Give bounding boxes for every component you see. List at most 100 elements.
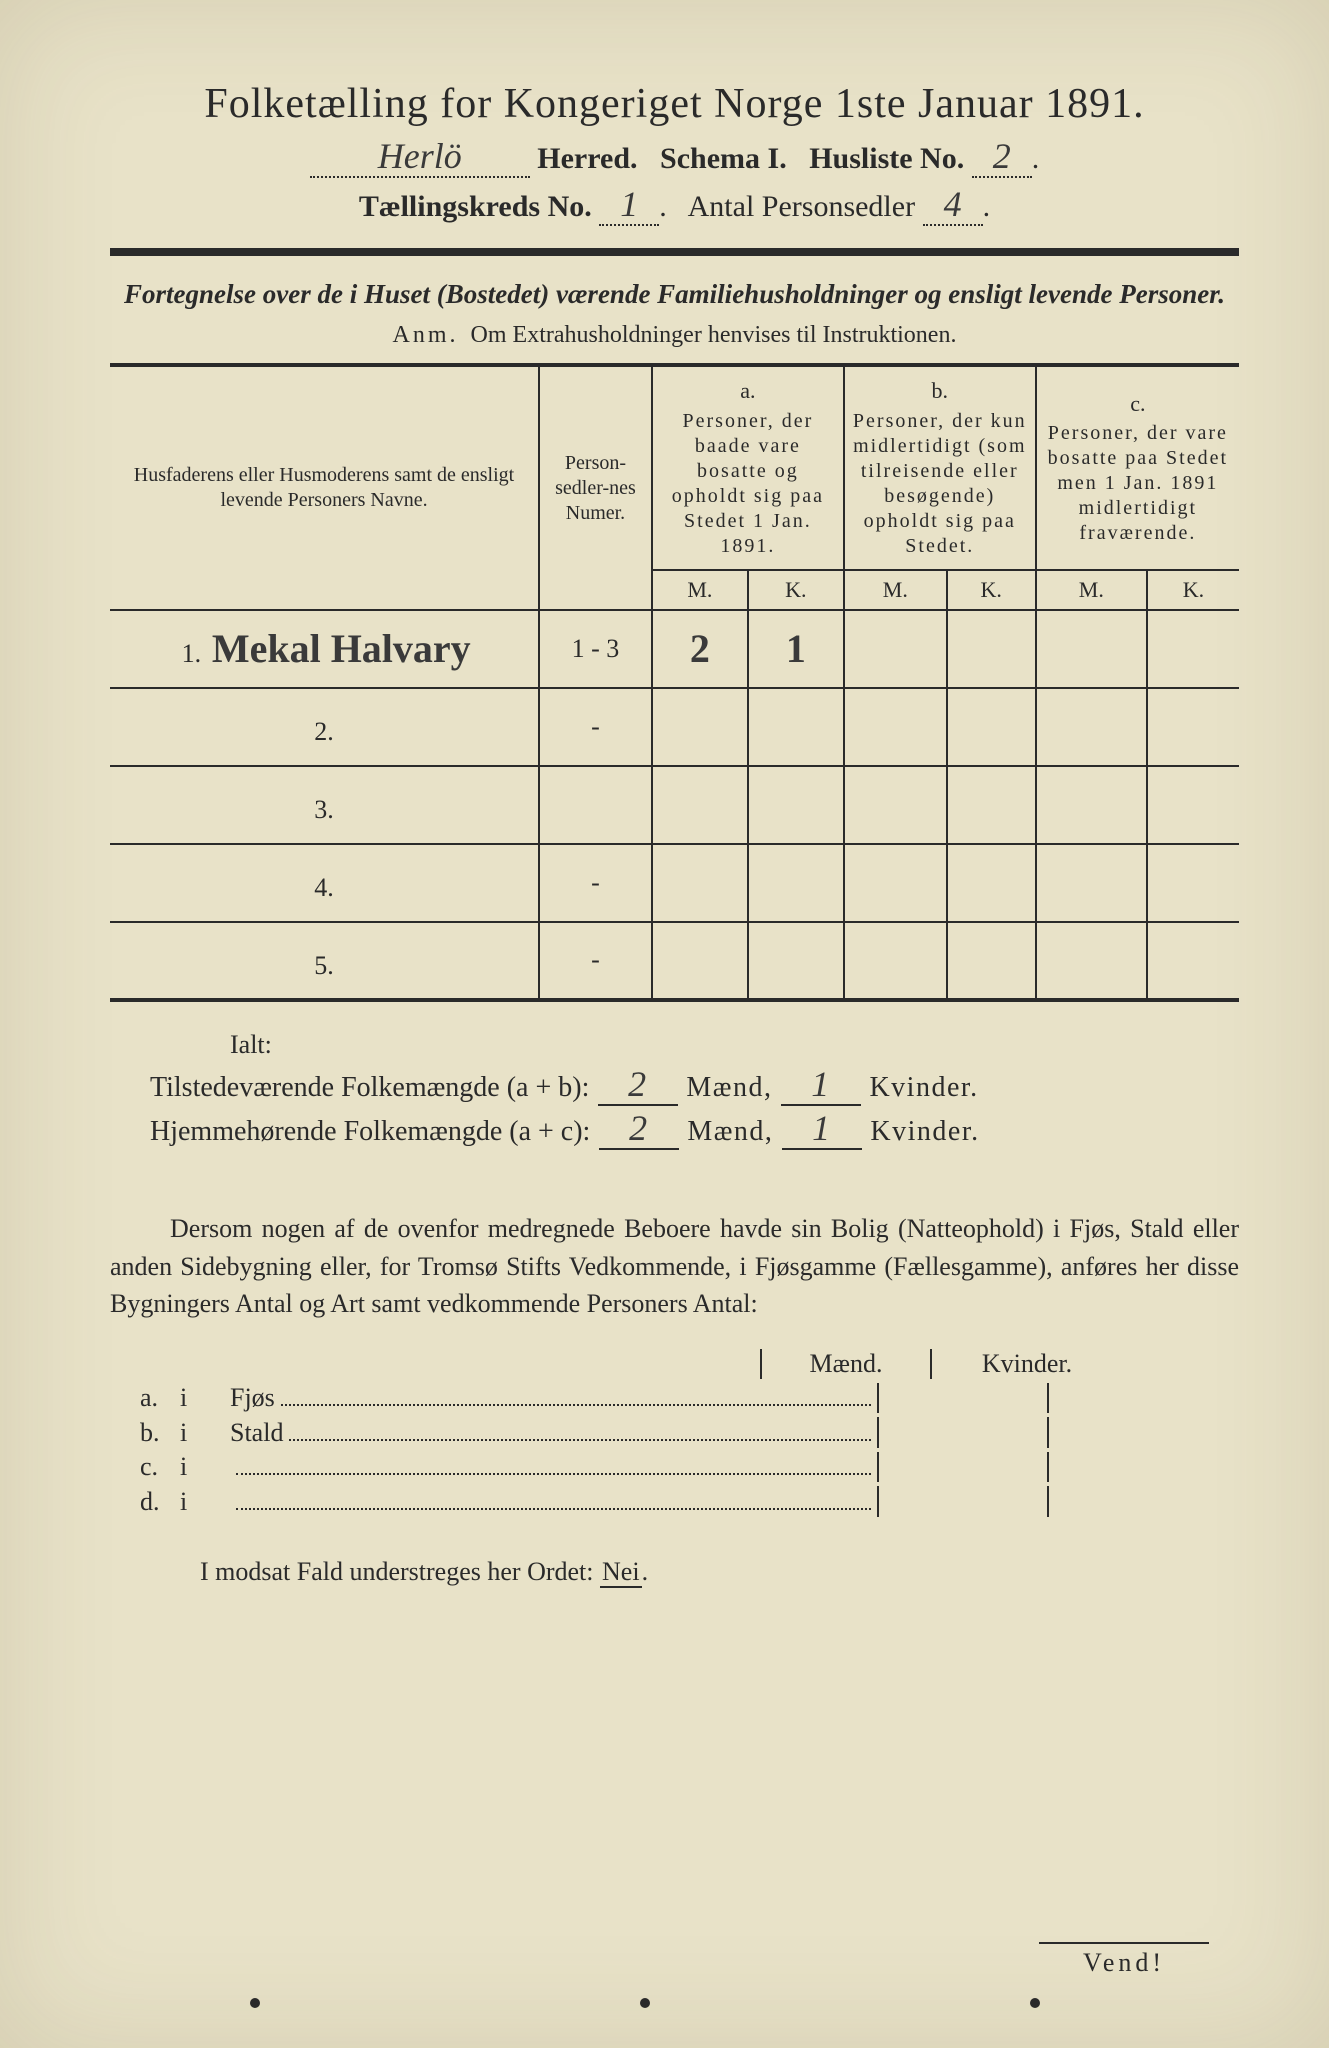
home-total-line: Hjemmehørende Folkemængde (a + c): 2 Mæn… <box>150 1114 1239 1150</box>
name-cell: 5. <box>110 922 539 1000</box>
b-k-cell <box>947 922 1036 1000</box>
a-m-cell <box>652 766 748 844</box>
punch-dot <box>1030 1998 1040 2008</box>
herred-label: Herred. <box>537 142 637 175</box>
c-m-cell <box>1036 766 1147 844</box>
table-row: 5. - <box>110 922 1239 1000</box>
col-numer: Person-sedler-nes Numer. <box>539 365 652 610</box>
a-k-cell <box>748 766 844 844</box>
a-m-cell <box>652 922 748 1000</box>
husliste-field: 2 <box>972 142 1032 178</box>
b-m-cell <box>844 844 947 922</box>
building-row: d.i <box>110 1486 1239 1516</box>
a-k-cell <box>748 922 844 1000</box>
col-b-k: K. <box>947 570 1036 610</box>
col-a-m: M. <box>652 570 748 610</box>
b-k-cell <box>947 610 1036 688</box>
building-block: Mænd.Kvinder. a.iFjøs b.iStald c.i d.i <box>110 1349 1239 1517</box>
c-k-cell <box>1147 922 1239 1000</box>
c-k-cell <box>1147 610 1239 688</box>
page-title: Folketælling for Kongeriget Norge 1ste J… <box>110 80 1239 128</box>
b-k-cell <box>947 766 1036 844</box>
household-table: Husfaderens eller Husmoderens samt de en… <box>110 363 1239 1002</box>
col-c-k: K. <box>1147 570 1239 610</box>
a-k-cell <box>748 688 844 766</box>
vend-label: Vend! <box>1039 1942 1209 1978</box>
b-m-cell <box>844 688 947 766</box>
present-total-line: Tilstedeværende Folkemængde (a + b): 2 M… <box>150 1070 1239 1106</box>
c-k-cell <box>1147 688 1239 766</box>
header-line-2: Herlö Herred. Schema I. Husliste No. 2. <box>110 142 1239 178</box>
subheading: Fortegnelse over de i Huset (Bostedet) v… <box>110 276 1239 312</box>
anm-label: Anm. <box>393 322 459 348</box>
c-k-cell <box>1147 766 1239 844</box>
col-b: b. Personer, der kun midlertidigt (som t… <box>844 365 1036 570</box>
anm-text: Om Extrahusholdninger henvises til Instr… <box>471 322 957 348</box>
ialt-label: Ialt: <box>230 1030 1239 1060</box>
c-m-cell <box>1036 844 1147 922</box>
building-row: c.i <box>110 1452 1239 1482</box>
b-m-cell <box>844 922 947 1000</box>
divider-rule <box>110 248 1239 256</box>
table-row: 2. - <box>110 688 1239 766</box>
a-k-cell: 1 <box>748 610 844 688</box>
home-k: 1 <box>812 1108 832 1148</box>
herred-field: Herlö <box>310 142 530 178</box>
husliste-label: Husliste No. <box>809 142 964 175</box>
numer-cell: 1 - 3 <box>539 610 652 688</box>
kreds-field: 1 <box>599 190 659 226</box>
antal-value: 4 <box>944 184 962 224</box>
c-k-cell <box>1147 844 1239 922</box>
name-cell: 1. Mekal Halvary <box>110 610 539 688</box>
numer-cell: - <box>539 844 652 922</box>
a-m-cell: 2 <box>652 610 748 688</box>
schema-label: Schema I. <box>660 142 787 175</box>
b-m-cell <box>844 610 947 688</box>
building-row: b.iStald <box>110 1417 1239 1447</box>
col-b-m: M. <box>844 570 947 610</box>
present-k: 1 <box>811 1064 831 1104</box>
col-a: a. Personer, der baade vare bosatte og o… <box>652 365 844 570</box>
home-m: 2 <box>629 1108 649 1148</box>
antal-label: Antal Personsedler <box>688 190 915 223</box>
a-m-cell <box>652 844 748 922</box>
nei-word: Nei <box>600 1557 642 1588</box>
a-k-cell <box>748 844 844 922</box>
census-form-page: Folketælling for Kongeriget Norge 1ste J… <box>0 0 1329 2048</box>
c-m-cell <box>1036 688 1147 766</box>
kreds-label: Tællingskreds No. <box>359 190 592 223</box>
name-cell: 3. <box>110 766 539 844</box>
building-row: a.iFjøs <box>110 1383 1239 1413</box>
building-paragraph: Dersom nogen af de ovenfor medregnede Be… <box>110 1210 1239 1323</box>
col-c: c. Personer, der vare bosatte paa Stedet… <box>1036 365 1239 570</box>
subheading-text: Fortegnelse over de i Huset (Bostedet) v… <box>124 279 1225 309</box>
name-cell: 2. <box>110 688 539 766</box>
present-m: 2 <box>628 1064 648 1104</box>
numer-cell: - <box>539 922 652 1000</box>
header-line-3: Tællingskreds No. 1. Antal Personsedler … <box>110 190 1239 226</box>
b-k-cell <box>947 844 1036 922</box>
annotation-line: Anm. Om Extrahusholdninger henvises til … <box>110 322 1239 349</box>
nei-line: I modsat Fald understreges her Ordet: Ne… <box>200 1557 1239 1587</box>
table-row: 3. <box>110 766 1239 844</box>
numer-cell <box>539 766 652 844</box>
col-c-m: M. <box>1036 570 1147 610</box>
punch-dot <box>250 1998 260 2008</box>
punch-dot <box>640 1998 650 2008</box>
c-m-cell <box>1036 610 1147 688</box>
a-m-cell <box>652 688 748 766</box>
b-k-cell <box>947 688 1036 766</box>
antal-field: 4 <box>923 190 983 226</box>
table-row: 1. Mekal Halvary1 - 321 <box>110 610 1239 688</box>
col-a-k: K. <box>748 570 844 610</box>
c-m-cell <box>1036 922 1147 1000</box>
building-header: Mænd.Kvinder. <box>760 1349 1239 1379</box>
numer-cell: - <box>539 688 652 766</box>
table-row: 4. - <box>110 844 1239 922</box>
b-m-cell <box>844 766 947 844</box>
kreds-value: 1 <box>620 184 638 224</box>
herred-value: Herlö <box>378 136 462 176</box>
husliste-value: 2 <box>993 136 1011 176</box>
col-names: Husfaderens eller Husmoderens samt de en… <box>110 365 539 610</box>
name-cell: 4. <box>110 844 539 922</box>
